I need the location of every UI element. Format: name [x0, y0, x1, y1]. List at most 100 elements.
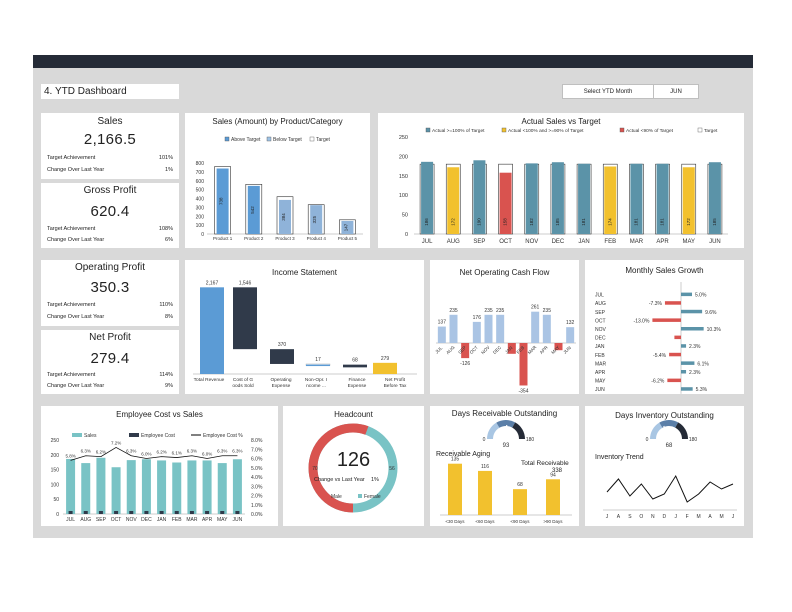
income-statement-title: Income Statement	[272, 268, 337, 277]
legend-label: Below Target	[273, 137, 302, 143]
bar-value-label: 132	[566, 320, 575, 326]
bar-value-label: 137	[438, 320, 447, 326]
legend-label: Target	[704, 128, 718, 134]
actual-bar	[473, 160, 486, 234]
growth-bar	[681, 309, 703, 314]
sales-bar	[111, 467, 121, 514]
employee-cost-title: Employee Cost vs Sales	[116, 410, 203, 419]
sales-bar	[157, 460, 167, 514]
y-tick-label: 0	[405, 232, 408, 238]
x-tick-label: AUG	[445, 344, 456, 355]
kpi-panel-operating-net: Operating Profit 350.3 Target Achievemen…	[41, 260, 179, 394]
gross-profit-change-label: Change Over Last Year	[47, 237, 105, 243]
waterfall-bar	[373, 362, 397, 374]
bar-value-label: 181	[581, 218, 586, 226]
y-tick-label: 250	[51, 438, 60, 444]
bar-value-label: 186	[424, 218, 429, 226]
x-tick-label: OCT	[469, 345, 479, 355]
sales-bar	[66, 458, 76, 514]
bar-value-label: 235	[543, 308, 552, 314]
x-tick-label: DEC	[552, 239, 565, 245]
x-tick-label: M	[697, 514, 701, 520]
x-tick-label: Product 2	[244, 236, 264, 241]
bar-value-label: 10.3%	[707, 327, 722, 333]
x-tick-label: JAN	[578, 239, 589, 245]
y-tick-label: JUN	[595, 387, 605, 393]
sales-bar	[217, 463, 227, 514]
kpi-divider	[41, 179, 179, 183]
employee-cost-chart: Sales Employee Cost Employee Cost % 250 200 1…	[51, 433, 263, 523]
x-tick-label: Non-Opr. I	[305, 377, 327, 383]
y-tick-label: MAR	[595, 361, 607, 367]
y-tick-label: AUG	[595, 301, 606, 307]
growth-bar	[681, 361, 695, 365]
female-legend-label: Female	[364, 494, 381, 500]
line-value-label: 6.3%	[187, 449, 197, 454]
bar-value-label: -13.0%	[634, 318, 650, 324]
female-legend-swatch	[358, 494, 362, 498]
receivable-aging-title: Receivable Aging	[436, 451, 491, 458]
actual-bar	[447, 167, 460, 234]
gross-profit-target-value: 108%	[158, 226, 173, 232]
bar-value-label: 5.3%	[696, 387, 708, 393]
y2-tick-label: 6.0%	[251, 457, 263, 463]
sales-bar	[232, 459, 242, 514]
line-value-label: 6.3%	[126, 449, 136, 454]
sales-change-label: Change Over Last Year	[47, 167, 105, 173]
cash-flow-bar	[461, 343, 470, 359]
gauge-band	[512, 422, 525, 440]
total-receivable-value: 338	[552, 468, 563, 474]
month-select[interactable]: JUN	[653, 84, 699, 99]
value-bar	[341, 220, 354, 234]
sales-target-value: 101%	[158, 155, 173, 161]
value-bar	[279, 199, 291, 234]
operating-profit-target-value: 110%	[159, 302, 173, 308]
bar-value-label: 176	[473, 315, 482, 321]
bar-value-label: 235	[449, 308, 458, 314]
x-tick-label: JUN	[562, 345, 572, 355]
gauge-max-label: 180	[689, 437, 698, 443]
bar-value-label: 384	[281, 213, 286, 221]
x-tick-label: JUL	[66, 517, 75, 523]
net-profit-change-value: 9%	[165, 383, 173, 389]
total-receivable-label: Total Receivable	[521, 460, 569, 467]
operating-profit-change-label: Change Over Last Year	[47, 314, 105, 320]
bar-value-label: 542	[250, 206, 255, 214]
employee-cost-bar	[159, 511, 164, 514]
headcount-title: Headcount	[334, 410, 373, 419]
y-tick-label: 0	[56, 512, 59, 518]
bar-value-label: 172	[450, 218, 455, 226]
legend-swatch	[72, 433, 82, 437]
y-tick-label: 300	[196, 205, 205, 211]
legend-label: Above Target	[231, 137, 261, 143]
dso-panel: Days Receivable Outstanding 0 93 180 135 <30…	[430, 406, 579, 526]
y2-tick-label: 3.0%	[251, 484, 263, 490]
bar-value-label: 2.3%	[689, 344, 701, 350]
x-tick-label: MAR	[630, 239, 644, 245]
headcount-donut: 70 56 Male Female	[308, 423, 398, 513]
kpi-divider	[41, 326, 179, 330]
x-tick-label: Expense	[348, 383, 367, 389]
sales-bar	[187, 460, 197, 514]
y-tick-label: 150	[399, 174, 408, 180]
headcount-value: 126	[336, 449, 371, 471]
growth-bar	[652, 318, 681, 322]
sales-by-product-panel: Sales (Amount) by Product/Category Above…	[185, 113, 370, 248]
legend-label: Employee Cost %	[203, 433, 243, 439]
gauge-band	[675, 422, 688, 440]
y-tick-label: 800	[196, 161, 205, 167]
x-tick-label: FEB	[172, 517, 182, 523]
y2-tick-label: 7.0%	[251, 447, 263, 453]
employee-cost-panel: Employee Cost vs Sales Sales Employee Cos…	[41, 406, 278, 526]
cash-flow-bar	[507, 343, 516, 354]
legend-swatch	[619, 127, 625, 133]
waterfall-bar	[200, 287, 224, 374]
cash-flow-bar	[472, 321, 481, 343]
legend-label: Actual <100% and >=90% of Target	[508, 128, 584, 134]
y-tick-label: MAY	[595, 379, 606, 385]
kpi-panel-sales-gross: Sales 2,166.5 Target Achievement 101% Cha…	[41, 113, 179, 248]
x-tick-label: ncome ...	[306, 384, 326, 389]
gauge-band	[496, 420, 516, 428]
gauge-value-label: 93	[503, 443, 510, 449]
x-tick-label: APR	[202, 517, 213, 523]
